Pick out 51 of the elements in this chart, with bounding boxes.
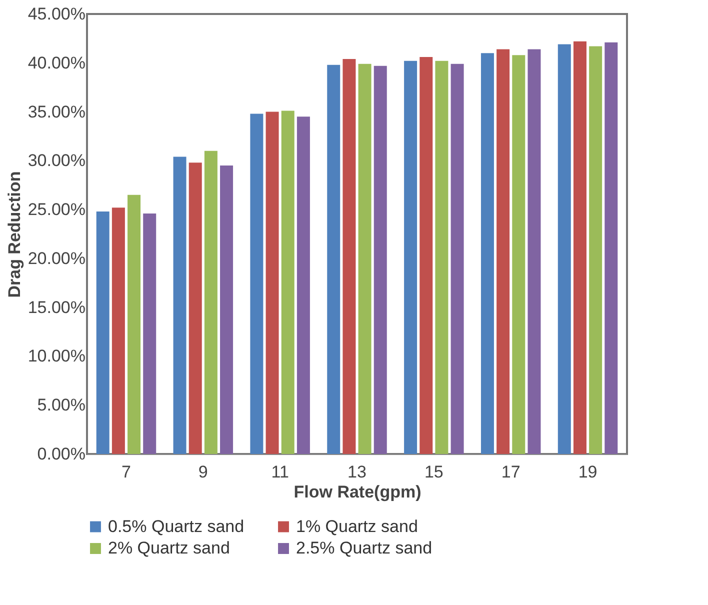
x-tick-label: 7: [121, 462, 131, 482]
bar: [480, 53, 494, 454]
bar: [266, 112, 279, 454]
y-tick-label: 30.00%: [28, 151, 86, 170]
bar: [496, 49, 510, 454]
legend-label: 2.5% Quartz sand: [296, 538, 432, 558]
bar: [96, 212, 110, 454]
x-tick-label: 13: [348, 462, 366, 482]
x-tick-label: 9: [198, 462, 208, 482]
bar: [173, 156, 186, 454]
bar: [327, 64, 340, 454]
bar: [450, 64, 464, 454]
bar: [512, 55, 526, 454]
bar: [204, 150, 218, 454]
x-tick-label: 11: [271, 462, 289, 482]
x-tick-label: 15: [424, 462, 444, 482]
bar: [143, 213, 156, 454]
bar: [250, 114, 264, 454]
bar: [296, 116, 310, 454]
x-axis-title: Flow Rate(gpm): [294, 482, 422, 502]
y-tick-label: 0.00%: [37, 444, 86, 464]
y-tick-label: 45.00%: [28, 4, 86, 24]
y-tick-label: 10.00%: [28, 346, 86, 366]
bar: [604, 42, 618, 454]
y-tick-label: 5.00%: [37, 396, 86, 415]
bar: [374, 66, 387, 454]
bar: [558, 44, 571, 454]
y-tick-label: 35.00%: [28, 102, 86, 122]
bar: [220, 166, 234, 454]
y-tick-label: 15.00%: [28, 298, 86, 317]
x-tick-label: 17: [501, 462, 520, 482]
bar: [342, 58, 356, 454]
bar: [281, 110, 294, 454]
bar: [112, 208, 125, 454]
x-tick-label: 19: [578, 462, 598, 482]
bar: [188, 162, 202, 454]
bar: [528, 49, 541, 454]
legend-label: 2% Quartz sand: [108, 538, 230, 558]
bar: [573, 41, 586, 454]
y-tick-label: 20.00%: [28, 248, 86, 268]
bar: [404, 60, 418, 454]
y-axis-title: Drag Reduction: [4, 171, 24, 298]
bar: [420, 57, 433, 454]
legend-label: 0.5% Quartz sand: [108, 516, 244, 536]
bar: [358, 64, 372, 454]
y-tick-label: 40.00%: [28, 53, 86, 72]
legend-label: 1% Quartz sand: [296, 516, 418, 536]
bar: [589, 46, 602, 454]
bar: [128, 194, 141, 454]
y-tick-label: 25.00%: [28, 200, 86, 220]
bar: [435, 60, 448, 454]
